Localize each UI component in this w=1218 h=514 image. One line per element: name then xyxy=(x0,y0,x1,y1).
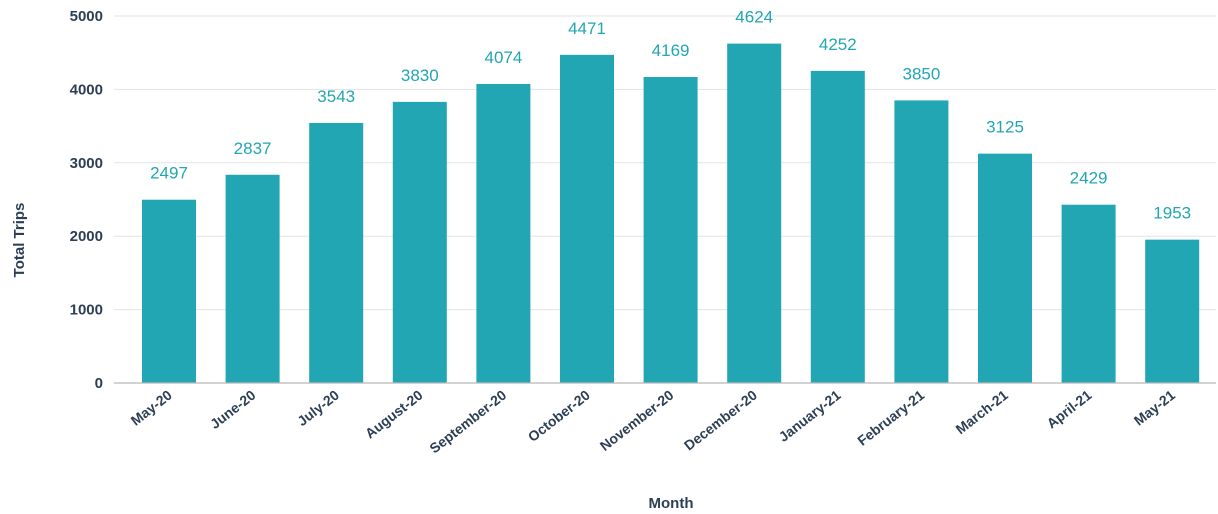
y-tick-label: 4000 xyxy=(70,81,103,98)
x-tick-label: May-20 xyxy=(128,387,175,429)
data-label: 4169 xyxy=(652,41,690,60)
x-tick-label: October-20 xyxy=(525,387,593,445)
y-tick-label: 1000 xyxy=(70,302,103,319)
x-tick-label: June-20 xyxy=(207,387,259,432)
data-label: 1953 xyxy=(1153,204,1191,223)
x-axis-ticks: May-20 June-20 July-20 August-20 September-2… xyxy=(128,387,1179,457)
data-label: 4252 xyxy=(819,35,857,54)
x-axis-title: Month xyxy=(649,495,694,512)
data-label: 4624 xyxy=(735,8,773,27)
x-tick-label: August-20 xyxy=(362,387,426,442)
x-tick-label: January-21 xyxy=(776,387,844,445)
bar xyxy=(1145,239,1200,383)
bar xyxy=(476,83,531,384)
bar xyxy=(810,70,865,383)
x-tick-label: December-20 xyxy=(681,387,760,454)
y-tick-label: 0 xyxy=(95,375,103,392)
y-axis-ticks: 0 1000 2000 3000 4000 5000 xyxy=(70,8,103,392)
bar xyxy=(142,199,196,383)
x-tick-label: February-21 xyxy=(854,387,927,449)
data-label: 3830 xyxy=(401,66,439,85)
bar xyxy=(727,43,782,384)
bar xyxy=(978,153,1032,383)
bar xyxy=(225,174,280,383)
y-axis-title: Total Trips xyxy=(11,203,28,278)
bar xyxy=(560,54,614,383)
data-label: 4471 xyxy=(568,19,606,38)
bar xyxy=(643,76,698,384)
data-label: 3543 xyxy=(317,87,355,106)
bar xyxy=(1061,204,1116,383)
y-tick-label: 3000 xyxy=(70,155,103,172)
y-tick-label: 2000 xyxy=(70,228,103,245)
data-label: 2837 xyxy=(234,139,272,158)
y-tick-label: 5000 xyxy=(70,8,103,25)
data-label: 4074 xyxy=(484,48,522,67)
data-label: 3850 xyxy=(902,64,940,83)
x-tick-label: May-21 xyxy=(1131,387,1178,429)
data-label: 3125 xyxy=(986,118,1024,137)
data-label: 2497 xyxy=(150,164,188,183)
x-tick-label: November-20 xyxy=(597,387,677,454)
x-tick-label: September-20 xyxy=(426,387,509,457)
bar xyxy=(309,122,364,384)
x-tick-label: March-21 xyxy=(953,387,1011,438)
x-tick-label: July-20 xyxy=(294,387,342,429)
data-label: 2429 xyxy=(1070,169,1108,188)
x-tick-label: April-21 xyxy=(1044,387,1095,432)
bar xyxy=(894,100,949,383)
bar xyxy=(392,101,447,384)
bars xyxy=(142,43,1200,384)
data-labels: 2497 2837 3543 3830 4074 4471 4169 4624 4252 3850… xyxy=(150,8,1191,223)
